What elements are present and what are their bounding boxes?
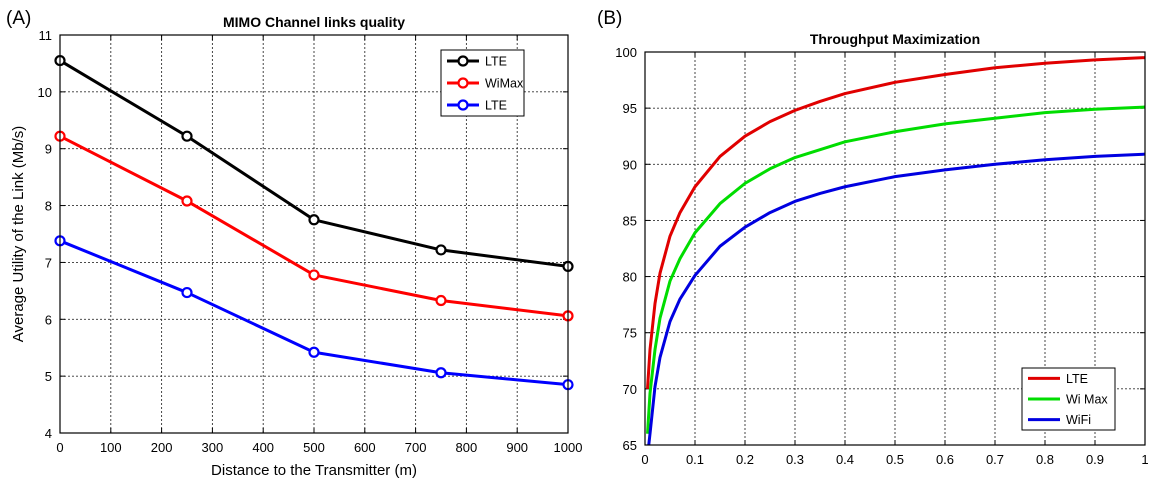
x-tick-label: 1 — [1141, 452, 1148, 467]
x-axis-label: Distance to the Transmitter (m) — [211, 462, 417, 479]
data-point — [435, 367, 447, 379]
y-tick-label: 90 — [623, 157, 637, 172]
legend-label: WiMax — [485, 77, 524, 91]
y-tick-label: 6 — [45, 312, 52, 327]
series-line — [646, 56, 1145, 389]
axes-frame — [644, 51, 1146, 446]
y-tick-label: 7 — [45, 255, 52, 270]
y-tick-label: 70 — [623, 382, 637, 397]
x-tick-label: 400 — [252, 440, 274, 455]
series-1 — [646, 56, 1145, 389]
x-tick-label: 0 — [56, 440, 63, 455]
x-tick-label: 0.6 — [936, 452, 954, 467]
chart-panel-0: 0 100 200 300 400 500 600 700 800 900 1000 4 5 6 7 8 9 10… — [10, 14, 582, 479]
y-tick-label: 8 — [45, 199, 52, 214]
x-tick-label: 0.8 — [1036, 452, 1054, 467]
x-tick-label: 0.3 — [786, 452, 804, 467]
x-tick-label: 200 — [151, 440, 173, 455]
series-line — [646, 105, 1145, 434]
y-tick-label: 80 — [623, 270, 637, 285]
panel-label-a: (A) — [6, 8, 32, 29]
legend-label: LTE — [1066, 372, 1088, 386]
series-2 — [646, 105, 1145, 434]
y-axis-label: Average Utility of the Link (Mb/s) — [10, 126, 27, 342]
y-tick-label: 75 — [623, 326, 637, 341]
y-tick-label: 4 — [45, 426, 52, 441]
chart-title: Throughput Maximization — [810, 31, 980, 47]
legend: LTE WiMax LTE — [440, 49, 525, 117]
series-line — [647, 152, 1145, 445]
x-tick-label: 0.1 — [686, 452, 704, 467]
chart-panel-1: 0 0.1 0.2 0.3 0.4 0.5 0.6 0.7 0.8 0.9 1 65 70 75 80 85 9… — [615, 31, 1148, 467]
x-tick-label: 500 — [303, 440, 325, 455]
x-tick-label: 0.5 — [886, 452, 904, 467]
x-tick-label: 300 — [202, 440, 224, 455]
x-tick-label: 100 — [100, 440, 122, 455]
y-tick-label: 10 — [38, 85, 52, 100]
x-tick-label: 1000 — [554, 440, 583, 455]
x-tick-label: 0.2 — [736, 452, 754, 467]
data-point — [181, 286, 193, 299]
legend-label: Wi Max — [1066, 393, 1108, 407]
legend-label: LTE — [485, 99, 507, 113]
y-tick-label: 95 — [623, 101, 637, 116]
x-tick-label: 900 — [506, 440, 528, 455]
chart-title: MIMO Channel links quality — [223, 14, 405, 30]
legend: LTE Wi Max WiFi — [1021, 367, 1116, 431]
y-tick-label: 85 — [623, 213, 637, 228]
data-point — [181, 130, 193, 142]
panel-label-b: (B) — [597, 8, 623, 29]
data-point — [308, 346, 320, 358]
data-point — [435, 244, 447, 256]
y-tick-label: 100 — [615, 45, 637, 60]
data-point — [435, 294, 447, 307]
legend-label: LTE — [485, 55, 507, 69]
legend-marker — [457, 99, 469, 111]
x-tick-label: 0.7 — [986, 452, 1004, 467]
y-tick-label: 11 — [39, 28, 53, 43]
data-point — [308, 269, 320, 281]
data-point — [181, 195, 193, 207]
series-3 — [647, 152, 1145, 445]
x-tick-label: 600 — [354, 440, 376, 455]
x-tick-label: 0 — [641, 452, 648, 467]
x-tick-label: 0.9 — [1086, 452, 1104, 467]
y-tick-label: 65 — [623, 438, 637, 453]
y-tick-label: 9 — [45, 142, 52, 157]
y-tick-label: 5 — [45, 369, 52, 384]
x-tick-label: 800 — [456, 440, 478, 455]
x-tick-label: 700 — [405, 440, 427, 455]
legend-label: WiFi — [1066, 413, 1091, 427]
legend-marker — [457, 55, 469, 67]
x-tick-label: 0.4 — [836, 452, 854, 467]
axes-frame — [59, 34, 569, 434]
data-point — [308, 214, 320, 226]
legend-marker — [457, 77, 469, 89]
